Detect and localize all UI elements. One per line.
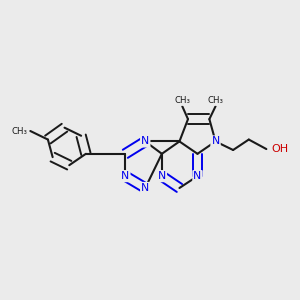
Text: N: N (212, 136, 220, 146)
Text: CH₃: CH₃ (12, 127, 28, 136)
Text: N: N (194, 171, 202, 181)
Text: N: N (141, 136, 149, 146)
Text: N: N (141, 183, 149, 193)
Text: OH: OH (271, 144, 288, 154)
Text: CH₃: CH₃ (208, 96, 224, 105)
Text: N: N (158, 171, 166, 181)
Text: N: N (121, 171, 129, 181)
Text: CH₃: CH₃ (174, 96, 190, 105)
